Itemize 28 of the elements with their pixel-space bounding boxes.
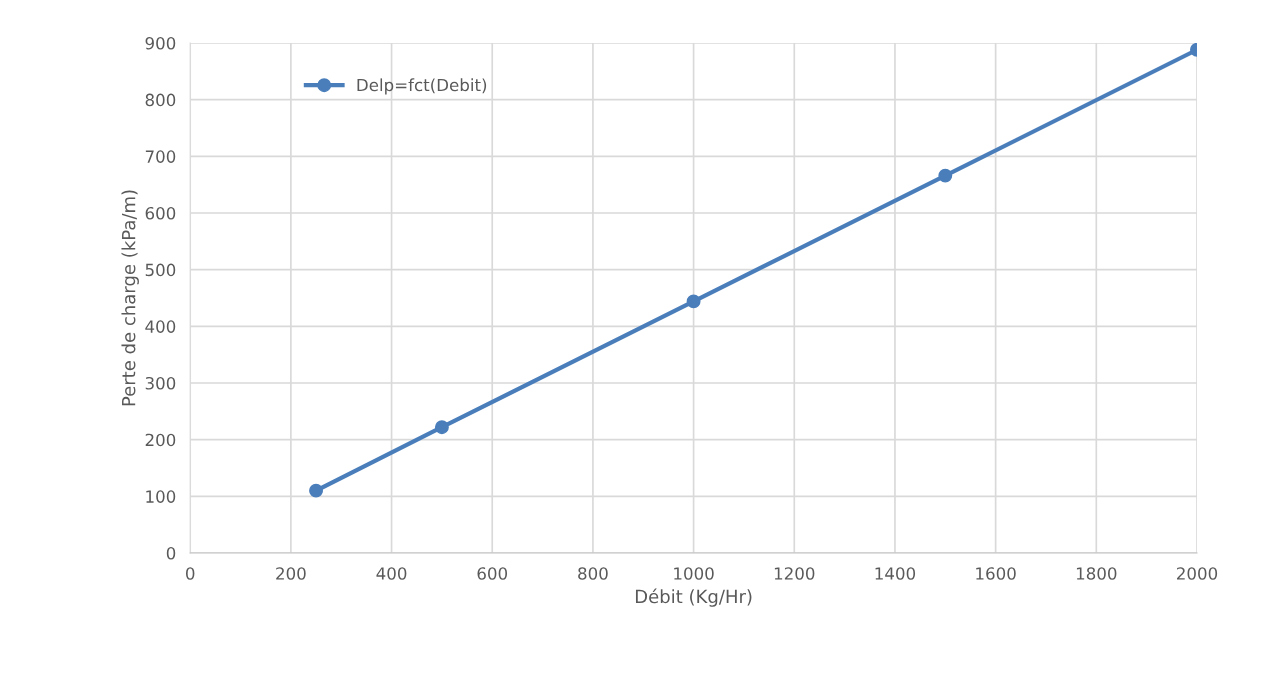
point	[938, 168, 953, 183]
x-tick-label: 1400	[875, 567, 916, 580]
x-tick-label: 1600	[976, 567, 1016, 580]
x-tick-label: 200	[276, 567, 306, 580]
x-axis-title: Débit (Kg/Hr)	[635, 588, 752, 607]
y-tick-label: 100	[146, 490, 176, 503]
y-tick-label: 0	[166, 546, 176, 560]
x-tick-label: 0	[186, 567, 195, 580]
y-tick-label: 300	[145, 376, 176, 390]
point	[309, 483, 323, 498]
x-tick-label: 600	[477, 567, 508, 580]
x-tick-label: 400	[376, 567, 407, 580]
y-tick-label: 900	[145, 36, 176, 50]
y-tick-label: 600	[145, 206, 176, 220]
y-tick-label: 500	[145, 263, 176, 277]
x-tick-label: 1000	[674, 567, 714, 580]
y-tick-label: 200	[145, 433, 176, 447]
y-tick-label: 400	[145, 320, 176, 333]
point	[434, 420, 449, 435]
y-axis-title: Perte de charge (kPa/m)	[121, 190, 139, 406]
x-tick-label: 1200	[774, 567, 815, 580]
x-tick-label: 1800	[1076, 567, 1117, 580]
y-tick-label: 800	[145, 93, 176, 107]
y-tick-label: 700	[145, 150, 176, 163]
legend-label: Delp=fct(Debit)	[357, 78, 487, 95]
x-tick-label: 800	[578, 567, 608, 580]
point	[686, 294, 701, 309]
x-tick-label: 2000	[1177, 567, 1218, 580]
